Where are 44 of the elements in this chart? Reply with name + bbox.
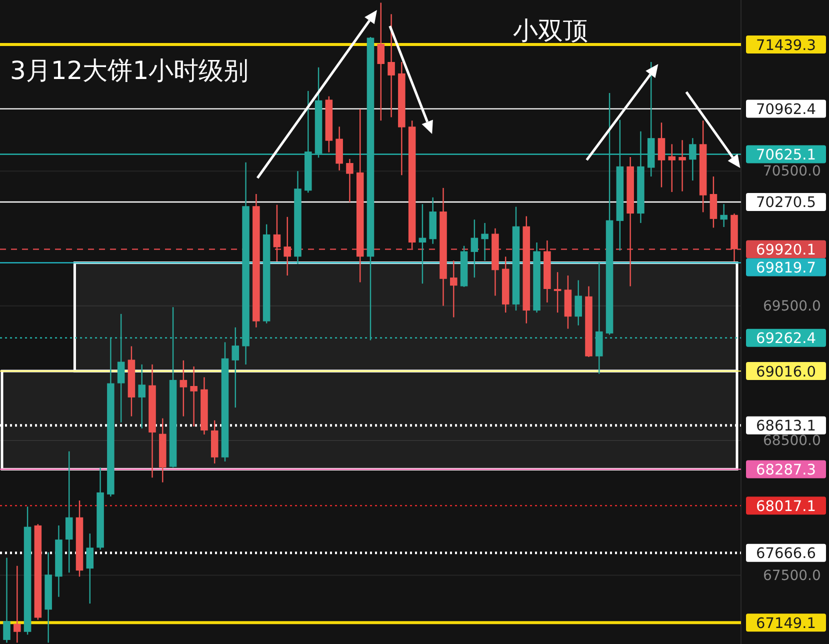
ref-line-label: 68287.3 [756, 462, 816, 478]
candlestick [138, 364, 146, 430]
y-tick-label: 67500.0 [763, 568, 821, 584]
candlestick [658, 122, 666, 188]
candlestick [668, 144, 676, 193]
candlestick [14, 565, 21, 644]
ref-line-label: 70962.4 [756, 102, 816, 118]
candlestick [86, 532, 94, 604]
candlestick [3, 557, 10, 644]
candlestick [284, 216, 291, 276]
candlestick [273, 204, 281, 262]
text: 3月12大饼1小时级别 [10, 56, 249, 85]
ref-line-label: 67666.6 [756, 546, 816, 562]
candlestick [377, 2, 385, 122]
ref-line-label: 70270.5 [756, 195, 816, 212]
candlestick [678, 140, 686, 192]
candlestick [689, 137, 696, 182]
ref-line-label: 70625.1 [756, 147, 816, 164]
candlestick [117, 313, 125, 423]
ref-line-label: 68017.1 [756, 498, 816, 515]
ref-line-label: 69920.1 [756, 242, 816, 258]
ref-line-label: 69819.7 [756, 260, 816, 276]
ref-line-label: 69262.4 [756, 331, 816, 348]
y-tick-label: 68500.0 [763, 433, 821, 450]
candlestick [180, 360, 188, 417]
y-tick-label: 69500.0 [763, 298, 821, 314]
ref-line-label: 71439.3 [756, 38, 816, 54]
candlestick [346, 158, 354, 203]
candlestick [418, 204, 426, 284]
ref-line-label: 67149.1 [756, 616, 816, 632]
candlestick [554, 272, 562, 314]
candlestick [388, 14, 395, 118]
candlestick [232, 326, 240, 408]
y-tick-label: 70500.0 [763, 164, 821, 180]
candlestick [65, 450, 73, 574]
candlestick [720, 204, 728, 228]
ref-line-label: 69016.0 [756, 364, 816, 380]
candlestick [450, 260, 458, 318]
candlestick [481, 222, 488, 262]
candlestick [574, 280, 582, 326]
ref-line-label: 68613.1 [756, 418, 816, 435]
annotation: 小双顶 [512, 16, 588, 45]
candlestick [190, 366, 198, 428]
candlestick [470, 219, 478, 278]
